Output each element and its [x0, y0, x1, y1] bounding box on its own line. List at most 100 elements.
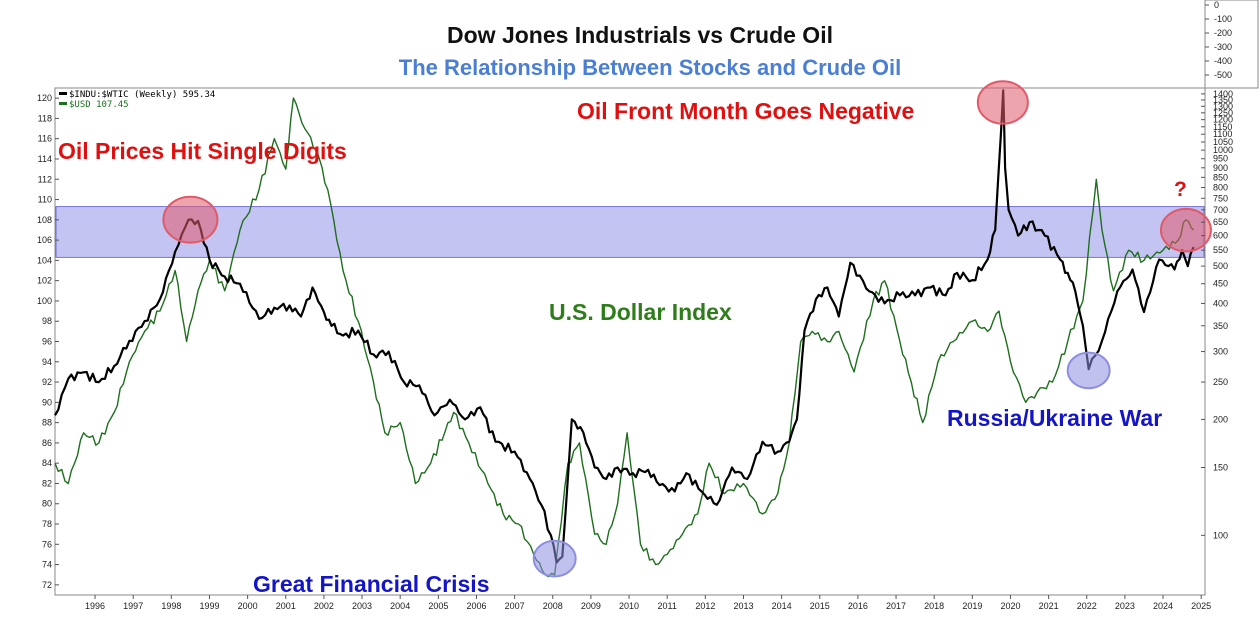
x-tick-label: 2017	[886, 601, 906, 611]
x-tick-label: 1997	[123, 601, 143, 611]
left-tick-label: 100	[37, 296, 52, 306]
left-tick-label: 84	[42, 458, 52, 468]
x-tick-label: 2011	[658, 601, 677, 611]
x-tick-label: 1999	[199, 601, 219, 611]
left-tick-label: 74	[42, 560, 52, 570]
x-tick-label: 2024	[1153, 601, 1173, 611]
legend-label-ratio: $INDU:$WTIC (Weekly) 595.34	[69, 90, 215, 100]
top-scale-tick-label: 0	[1214, 0, 1219, 10]
annotation-oil-negative: Oil Front Month Goes Negative	[577, 98, 914, 124]
x-tick-label: 2022	[1077, 601, 1097, 611]
right-tick-label: 750	[1213, 193, 1228, 203]
legend: $INDU:$WTIC (Weekly) 595.34 $USD 107.45	[59, 90, 215, 110]
top-scale-tick-label: -100	[1214, 14, 1232, 24]
left-tick-label: 106	[37, 235, 52, 245]
left-tick-label: 82	[42, 478, 52, 488]
right-tick-label: 400	[1213, 298, 1228, 308]
right-tick-label: 900	[1213, 163, 1228, 173]
x-tick-label: 1996	[85, 601, 105, 611]
series-layer	[54, 89, 1195, 578]
left-tick-label: 86	[42, 438, 52, 448]
left-tick-label: 114	[38, 154, 52, 164]
right-tick-label: 1100	[1213, 129, 1232, 139]
x-tick-label: 2021	[1039, 601, 1059, 611]
left-tick-label: 92	[42, 377, 52, 387]
left-tick-label: 96	[42, 337, 52, 347]
left-tick-label: 120	[37, 93, 52, 103]
x-tick-label: 2006	[466, 601, 486, 611]
right-tick-label: 450	[1213, 279, 1228, 289]
right-tick-label: 700	[1213, 205, 1228, 215]
x-tick-label: 2003	[352, 601, 372, 611]
circle-oil-single-digits	[162, 195, 219, 244]
right-tick-label: 150	[1213, 463, 1228, 473]
x-tick-label: 2015	[810, 601, 830, 611]
right-tick-label: 950	[1213, 154, 1228, 164]
resistance-band	[55, 206, 1205, 258]
right-tick-label: 1150	[1213, 122, 1232, 132]
x-tick-label: 2008	[543, 601, 563, 611]
x-tick-label: 2007	[505, 601, 525, 611]
right-tick-label: 1250	[1213, 108, 1233, 118]
left-tick-label: 80	[42, 499, 52, 509]
right-tick-label: 1200	[1213, 115, 1233, 125]
right-tick-label: 100	[1213, 530, 1228, 540]
right-tick-label: 850	[1213, 172, 1228, 182]
left-tick-label: 104	[37, 255, 52, 265]
annotation-oil-single-digits: Oil Prices Hit Single Digits	[58, 138, 347, 164]
left-tick-label: 118	[38, 113, 52, 123]
right-tick-label: 350	[1213, 321, 1228, 331]
annotation-great-financial-crisis: Great Financial Crisis	[253, 571, 489, 597]
x-tick-label: 2019	[962, 601, 982, 611]
top-scale-tick-label: -200	[1214, 28, 1232, 38]
right-tick-label: 800	[1213, 182, 1228, 192]
x-tick-label: 2002	[314, 601, 334, 611]
left-tick-label: 72	[42, 580, 52, 590]
left-tick-label: 110	[38, 195, 52, 205]
left-tick-label: 108	[37, 215, 52, 225]
x-tick-label: 2004	[390, 601, 410, 611]
circle-current	[1159, 207, 1212, 253]
right-tick-label: 1350	[1213, 95, 1233, 105]
series-line-ratio	[54, 89, 1195, 564]
left-tick-label: 116	[38, 134, 52, 144]
x-tick-label: 2009	[581, 601, 601, 611]
x-tick-label: 2001	[276, 601, 296, 611]
axis-layer: 1996 1997 1998 1999 2000 2001 2002 2003 2004 2005…	[37, 0, 1233, 611]
left-tick-label: 98	[42, 316, 52, 326]
top-scale-tick-label: -300	[1214, 42, 1232, 52]
top-scale-frame	[1204, 0, 1259, 89]
left-tick-label: 76	[42, 539, 52, 549]
circle-financial-crisis	[532, 539, 577, 578]
right-tick-label: 1400	[1213, 89, 1233, 99]
annotation-russia-ukraine-war: Russia/Ukraine War	[947, 405, 1162, 431]
annotation-question-mark: ?	[1174, 178, 1187, 201]
x-tick-label: 2005	[428, 601, 448, 611]
x-tick-label: 2012	[695, 601, 715, 611]
legend-swatch-usd	[59, 102, 67, 105]
top-scale-tick-label: -500	[1214, 70, 1232, 80]
x-tick-label: 1998	[161, 601, 181, 611]
left-tick-label: 112	[38, 174, 52, 184]
circle-oil-negative	[976, 80, 1029, 125]
chart-title: Dow Jones Industrials vs Crude Oil	[447, 22, 833, 48]
left-tick-label: 88	[42, 418, 52, 428]
x-tick-label: 2013	[733, 601, 753, 611]
chart-subtitle: The Relationship Between Stocks and Crud…	[399, 55, 901, 80]
right-tick-label: 1050	[1213, 137, 1233, 147]
right-tick-label: 550	[1213, 245, 1228, 255]
legend-swatch-ratio	[59, 92, 67, 95]
right-tick-label: 500	[1213, 261, 1228, 271]
annotation-usd-index: U.S. Dollar Index	[549, 299, 732, 325]
circle-russia-ukraine	[1066, 351, 1111, 390]
x-tick-label: 2025	[1191, 601, 1211, 611]
legend-label-usd: $USD 107.45	[69, 100, 129, 110]
left-tick-label: 78	[42, 519, 52, 529]
right-tick-label: 1000	[1213, 145, 1233, 155]
left-tick-label: 90	[42, 397, 52, 407]
series-line-usd	[54, 97, 1195, 578]
left-tick-label: 94	[42, 357, 52, 367]
highlight-circles	[162, 80, 1212, 578]
